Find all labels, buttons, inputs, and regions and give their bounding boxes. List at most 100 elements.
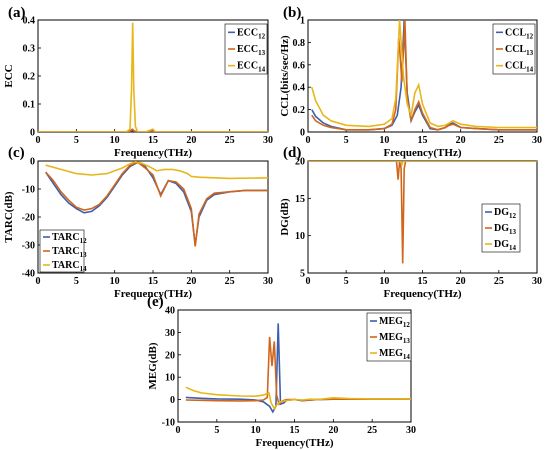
x-tick-label: 25	[494, 276, 504, 287]
y-axis-label: DG(dB)	[279, 198, 291, 236]
x-tick-label: 10	[379, 135, 389, 146]
x-tick-label: 5	[214, 425, 219, 436]
legend: MEG12 MEG13 MEG14	[366, 312, 412, 362]
panel-label: (b)	[283, 5, 301, 21]
x-tick-label: 0	[306, 276, 311, 287]
panel-label: (d)	[283, 145, 301, 161]
y-tick-label: -40	[22, 269, 35, 280]
x-tick-label: 0	[36, 135, 41, 146]
x-axis-label: Frequency(THz)	[114, 147, 192, 159]
y-tick-label: -30	[22, 241, 35, 252]
x-tick-label: 30	[532, 276, 542, 287]
series-line-tarc14	[45, 161, 268, 180]
chart-panel-d: 0 5 10 15 20 25 305101520Frequency(THz)DG(dB)(…	[279, 145, 542, 300]
legend-entry: MEG12	[379, 316, 410, 329]
x-tick-label: 25	[225, 276, 235, 287]
y-tick-label: 0.3	[23, 44, 36, 55]
y-tick-label: 15	[295, 194, 305, 205]
y-axis-label: ECC	[3, 64, 15, 87]
legend-entry: MEG14	[379, 348, 410, 361]
y-tick-label: 1	[300, 16, 305, 27]
x-tick-label: 5	[74, 135, 79, 146]
chart-panel-c: 0 5 10 15 20 25 30 -40 -30 -20 -10 0 Frequency(THz) T…	[3, 145, 273, 300]
x-tick-label: 0	[176, 425, 181, 436]
y-axis-label: MEG(dB)	[147, 342, 159, 389]
x-tick-label: 30	[532, 135, 542, 146]
y-tick-label: 0.2	[293, 105, 306, 116]
x-axis-label: Frequency(THz)	[255, 437, 333, 449]
panel-label: (c)	[8, 145, 25, 161]
legend-entry: TARC14	[52, 260, 87, 273]
x-tick-label: 20	[186, 135, 196, 146]
x-tick-label: 15	[418, 135, 428, 146]
x-tick-label: 10	[110, 135, 120, 146]
x-tick-label: 15	[418, 276, 428, 287]
y-tick-label: 20	[165, 350, 175, 361]
series-line-tarc13	[45, 161, 268, 247]
y-axis-label: CCL(bits/sec/Hz)	[279, 35, 291, 117]
y-tick-label: -10	[162, 418, 175, 429]
y-tick-label: -10	[22, 185, 35, 196]
x-tick-label: 15	[148, 276, 158, 287]
series-line-tarc12	[45, 161, 268, 246]
series-line-dg13	[308, 161, 537, 264]
legend-entry: MEG13	[379, 332, 410, 345]
legend-entry: TARC12	[52, 232, 87, 245]
x-tick-label: 10	[251, 425, 261, 436]
y-tick-label: 5	[300, 269, 305, 280]
panel-label: (a)	[8, 5, 26, 21]
y-tick-label: 0.4	[23, 16, 36, 27]
x-tick-label: 30	[263, 135, 273, 146]
x-tick-label: 30	[406, 425, 416, 436]
x-tick-label: 25	[367, 425, 377, 436]
y-tick-label: 30	[165, 328, 175, 339]
x-tick-label: 25	[225, 135, 235, 146]
y-tick-label: 0.6	[293, 60, 306, 71]
series-line-ccl14	[311, 20, 537, 129]
x-tick-label: 20	[456, 276, 466, 287]
series-line-ecc13	[38, 128, 268, 132]
series-line-ecc14	[38, 22, 268, 132]
chart-panel-e: 0 5 10 15 20 25 30-10010203040Frequency(THz)ME…	[147, 294, 416, 449]
y-tick-label: 0	[30, 157, 35, 168]
x-tick-label: 10	[379, 276, 389, 287]
x-axis-label: Frequency(THz)	[383, 147, 461, 159]
y-tick-label: 40	[165, 306, 175, 317]
x-tick-label: 25	[494, 135, 504, 146]
y-tick-label: 0.8	[293, 38, 306, 49]
x-tick-label: 5	[344, 135, 349, 146]
x-tick-label: 0	[306, 135, 311, 146]
x-tick-label: 20	[186, 276, 196, 287]
series-line-dg14	[308, 161, 537, 167]
y-axis-label: TARC(dB)	[3, 191, 15, 242]
x-tick-label: 10	[110, 276, 120, 287]
x-tick-label: 15	[290, 425, 300, 436]
chart-panel-a: 0 5 10 15 20 25 30 0 0.1 0.2 0.3 0.4 Frequency(THz) E…	[3, 5, 273, 159]
series-line-meg14	[185, 386, 411, 411]
x-tick-label: 20	[328, 425, 338, 436]
y-tick-label: 10	[165, 373, 175, 384]
y-tick-label: 0.2	[23, 72, 36, 83]
x-tick-label: 5	[74, 276, 79, 287]
y-tick-label: 0.1	[23, 100, 36, 111]
legend-entry: TARC13	[52, 246, 87, 259]
x-tick-label: 30	[263, 276, 273, 287]
panel-label: (e)	[147, 294, 164, 310]
y-tick-label: -20	[22, 213, 35, 224]
y-tick-label: 10	[295, 231, 305, 242]
x-tick-label: 0	[36, 276, 41, 287]
y-tick-label: 0	[170, 395, 175, 406]
x-tick-label: 5	[344, 276, 349, 287]
x-tick-label: 15	[148, 135, 158, 146]
x-axis-label: Frequency(THz)	[383, 288, 461, 300]
x-tick-label: 20	[456, 135, 466, 146]
y-tick-label: 0.4	[293, 83, 306, 94]
y-tick-label: 0	[30, 128, 35, 139]
chart-panel-b: 0 5 10 15 20 25 30 0 0.2 0.4 0.6 0.8 1 Frequency(THz)…	[279, 5, 542, 159]
x-axis-label: Frequency(THz)	[114, 288, 192, 300]
